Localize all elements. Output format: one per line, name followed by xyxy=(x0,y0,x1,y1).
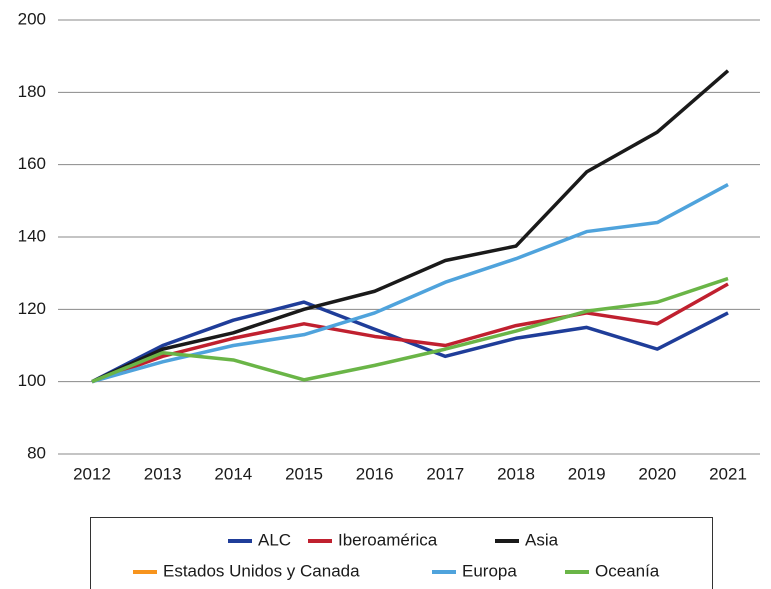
legend-label: Estados Unidos y Canada xyxy=(163,561,360,580)
legend-label: Oceanía xyxy=(595,561,660,580)
legend-label: Iberoamérica xyxy=(338,530,438,549)
series-line xyxy=(91,183,729,384)
y-tick-label: 140 xyxy=(18,226,46,245)
x-tick-label: 2018 xyxy=(497,464,535,483)
x-tick-label: 2017 xyxy=(426,464,464,483)
x-tick-label: 2016 xyxy=(356,464,394,483)
series-line xyxy=(91,300,729,384)
x-tick-label: 2021 xyxy=(709,464,747,483)
y-tick-label: 180 xyxy=(18,82,46,101)
x-tick-label: 2013 xyxy=(144,464,182,483)
legend-label: ALC xyxy=(258,530,291,549)
y-tick-label: 120 xyxy=(18,299,46,318)
legend-box xyxy=(90,517,713,589)
x-tick-label: 2014 xyxy=(214,464,252,483)
legend-label: Asia xyxy=(525,530,559,549)
y-tick-label: 160 xyxy=(18,154,46,173)
series-line xyxy=(91,282,729,384)
y-tick-label: 200 xyxy=(18,9,46,28)
series-line xyxy=(91,69,730,384)
y-tick-label: 100 xyxy=(18,371,46,390)
x-tick-label: 2015 xyxy=(285,464,323,483)
x-tick-label: 2019 xyxy=(568,464,606,483)
x-tick-label: 2020 xyxy=(638,464,676,483)
x-tick-label: 2012 xyxy=(73,464,111,483)
series-line xyxy=(91,276,729,384)
y-tick-label: 80 xyxy=(27,443,46,462)
legend-label: Europa xyxy=(462,561,517,580)
